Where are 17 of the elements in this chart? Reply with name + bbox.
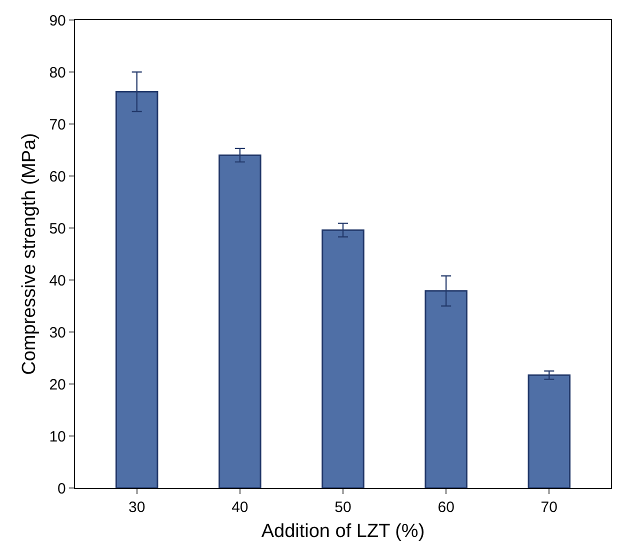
y-tick-label: 20 [49,376,66,394]
y-axis-title: Compressive strength (MPa) [19,133,40,375]
y-tick-label: 30 [49,324,66,342]
y-tick-label: 80 [49,64,66,82]
y-tick-label: 40 [49,272,66,290]
y-tick-label: 60 [49,168,66,186]
x-tick-label: 40 [232,499,248,516]
x-tick-label: 50 [334,499,352,516]
y-tick-label: 0 [58,480,66,498]
y-tick-label: 50 [49,220,66,238]
y-tick-label: 70 [49,116,66,134]
x-tick-label: 30 [128,499,146,516]
x-tick-label: 70 [540,499,558,516]
y-tick-label: 90 [49,12,66,30]
x-tick-label: 60 [438,499,454,516]
x-axis-title: Addition of LZT (%) [261,520,425,542]
y-tick-label: 10 [49,428,66,446]
